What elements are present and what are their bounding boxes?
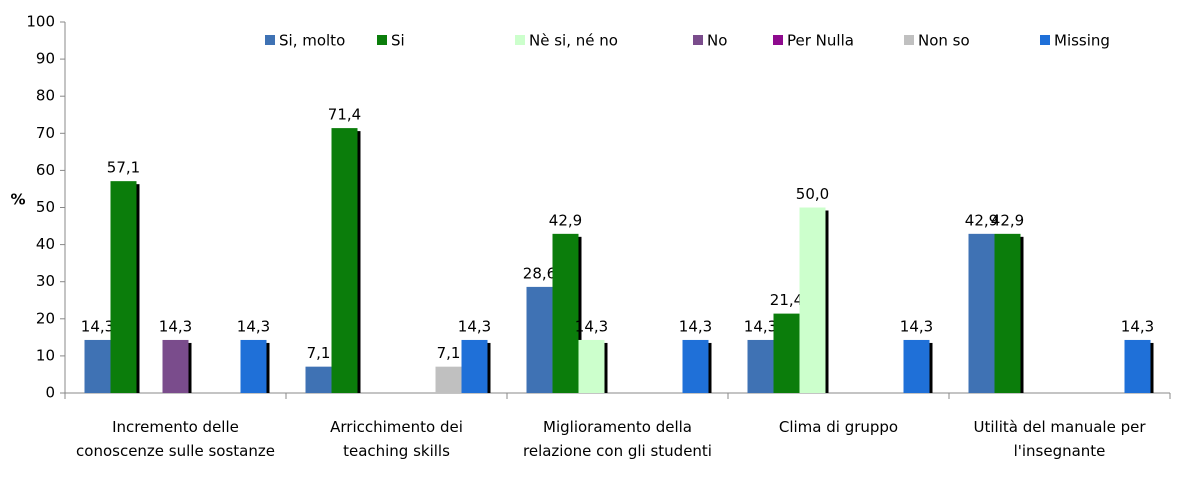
y-tick-label: 60 (36, 161, 55, 179)
y-tick-label: 20 (36, 309, 55, 327)
y-tick-label: 10 (36, 346, 55, 364)
legend-label: Si, molto (279, 32, 345, 50)
bar (578, 339, 605, 393)
bar (84, 339, 111, 393)
value-label: 42,9 (991, 211, 1024, 229)
value-label: 21,4 (770, 291, 803, 309)
value-label: 14,3 (900, 317, 933, 335)
legend-swatch (693, 35, 703, 45)
y-tick-label: 90 (36, 50, 55, 68)
bar (747, 339, 774, 393)
legend-label: Nè si, né no (529, 32, 618, 50)
value-label: 14,3 (679, 317, 712, 335)
y-axis-label: % (10, 191, 25, 209)
bar (162, 339, 189, 393)
value-label: 14,3 (1121, 317, 1154, 335)
value-label: 28,6 (523, 264, 556, 282)
bar (435, 366, 462, 393)
y-tick-label: 80 (36, 87, 55, 105)
y-tick-label: 50 (36, 198, 55, 216)
y-tick-label: 100 (26, 13, 55, 31)
y-tick-label: 40 (36, 235, 55, 253)
value-label: 7,1 (437, 344, 461, 362)
bar (799, 207, 826, 393)
bar (331, 128, 358, 393)
y-tick-label: 30 (36, 272, 55, 290)
value-label: 14,3 (744, 317, 777, 335)
bar (110, 181, 137, 393)
bar (1124, 339, 1151, 393)
bar (461, 339, 488, 393)
value-label: 14,3 (237, 317, 270, 335)
x-tick-label: Incremento delle conoscenze sulle sostan… (76, 418, 275, 460)
value-label: 57,1 (107, 159, 140, 177)
bar (526, 286, 553, 393)
bar (968, 233, 995, 393)
value-label: 71,4 (328, 106, 361, 124)
y-tick-label: 0 (45, 384, 55, 402)
legend-swatch (1040, 35, 1050, 45)
value-label: 42,9 (549, 211, 582, 229)
bar (305, 366, 332, 393)
legend-label: No (707, 32, 727, 50)
legend-swatch (265, 35, 275, 45)
value-label: 14,3 (458, 317, 491, 335)
x-tick-label: Utilità del manuale per l'insegnante (973, 418, 1146, 460)
value-label: 14,3 (575, 317, 608, 335)
y-tick-label: 70 (36, 124, 55, 142)
value-label: 7,1 (307, 344, 331, 362)
bar (552, 233, 579, 393)
value-label: 14,3 (159, 317, 192, 335)
x-tick-label: Miglioramento della relazione con gli st… (523, 418, 712, 460)
value-label: 14,3 (81, 317, 114, 335)
legend-swatch (773, 35, 783, 45)
bar (773, 313, 800, 393)
x-tick-label: Arricchimento dei teaching skills (330, 418, 463, 460)
x-tick-label: Clima di gruppo (778, 418, 899, 436)
legend-swatch (904, 35, 914, 45)
legend-label: Missing (1054, 32, 1110, 50)
value-label: 50,0 (796, 185, 829, 203)
bar (682, 339, 709, 393)
bar (240, 339, 267, 393)
legend-swatch (377, 35, 387, 45)
bar (994, 233, 1021, 393)
legend-swatch (515, 35, 525, 45)
value-label: 42,9 (965, 211, 998, 229)
bar (903, 339, 930, 393)
legend-label: Non so (918, 32, 970, 50)
legend-label: Per Nulla (787, 32, 854, 50)
legend-label: Si (391, 32, 405, 50)
